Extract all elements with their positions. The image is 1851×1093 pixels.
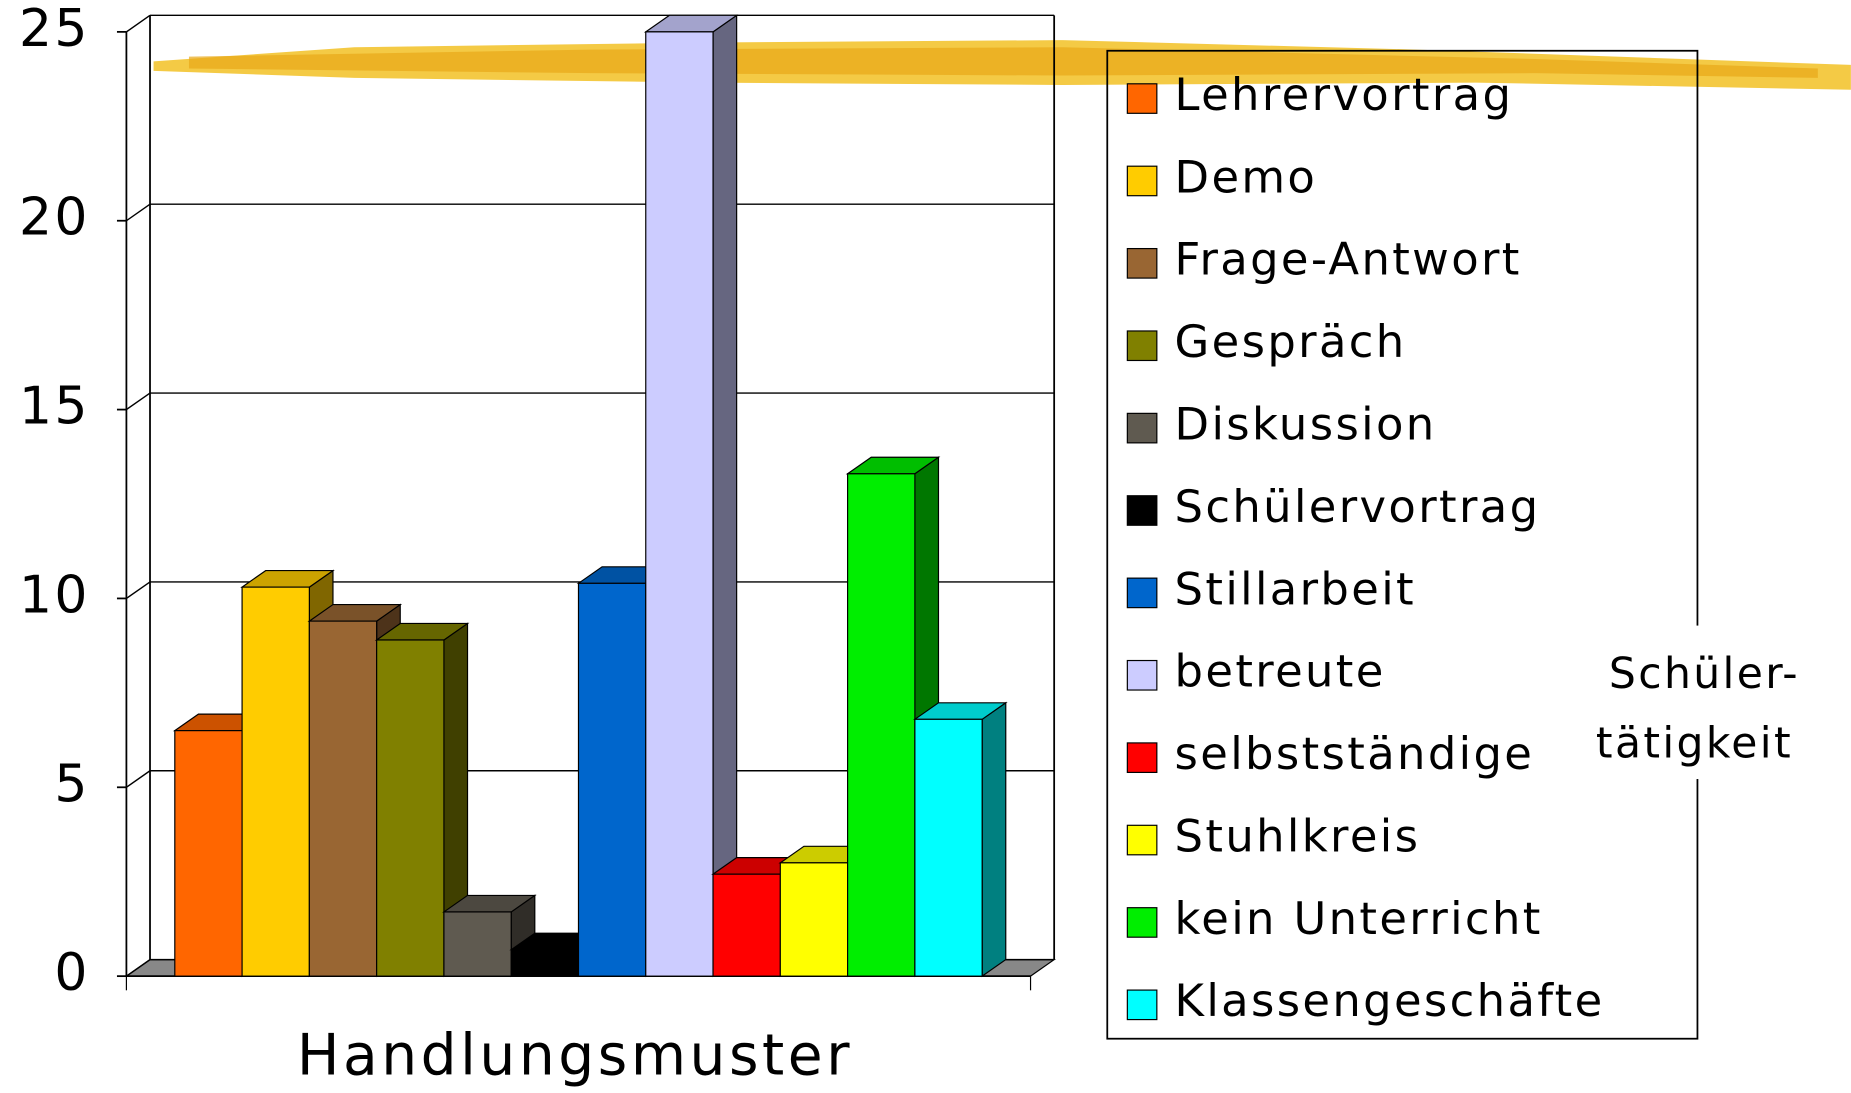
legend-swatch: [1127, 990, 1157, 1020]
legend-label: Diskussion: [1175, 398, 1437, 451]
bar: [444, 912, 511, 976]
legend-label: kein Unterricht: [1175, 892, 1543, 945]
legend-label: Demo: [1175, 150, 1318, 203]
bar: [780, 863, 847, 976]
bar: [848, 474, 915, 976]
bar: [377, 640, 444, 976]
legend-label: Stillarbeit: [1175, 562, 1416, 615]
legend-swatch: [1127, 578, 1157, 608]
chart: Schüler- tätigkeit 0 5 10 15 20 25 Handlungsmu…: [0, 0, 1851, 1093]
legend-swatch: [1127, 661, 1157, 691]
legend-swatch: [1127, 331, 1157, 361]
y-tick-label: 5: [54, 754, 89, 814]
legend-label: betreute: [1175, 645, 1386, 698]
legend-label: Klassengeschäfte: [1175, 974, 1605, 1027]
y-tick-label: 10: [19, 565, 90, 625]
legend-swatch: [1127, 908, 1157, 938]
bar: [915, 719, 982, 976]
page: {"chart_data": {"type": "bar3d", "catego…: [0, 0, 1851, 1093]
legend-swatch: [1127, 413, 1157, 443]
legend-swatch: [1127, 496, 1157, 526]
legend-swatch: [1127, 743, 1157, 773]
legend-label: Stuhlkreis: [1175, 809, 1421, 862]
bar-side: [713, 15, 737, 976]
y-tick-label: 15: [19, 377, 90, 437]
y-tick-label: 20: [19, 188, 90, 248]
bar: [242, 587, 309, 976]
legend-swatch: [1127, 249, 1157, 279]
brush-stroke: [154, 40, 1851, 90]
y-tick-label: 0: [54, 943, 89, 1003]
bar: [175, 731, 242, 977]
legend-swatch: [1127, 825, 1157, 855]
bar: [511, 950, 578, 976]
bar: [578, 583, 645, 976]
x-tick-label: Handlungsmuster: [297, 1022, 853, 1088]
bar-side: [982, 703, 1006, 976]
legend-label: selbstständige: [1175, 727, 1535, 780]
legend-label: Gespräch: [1175, 315, 1407, 368]
bar: [646, 32, 713, 976]
legend-swatch: [1127, 166, 1157, 196]
grid-diag: [126, 15, 150, 32]
annotation: Schüler-: [1609, 650, 1800, 699]
plot: 0 5 10 15 20 25: [19, 0, 1054, 1003]
y-tick-label: 25: [19, 0, 90, 59]
grid-diag: [126, 771, 150, 788]
bar: [713, 874, 780, 976]
grid-diag: [126, 204, 150, 221]
grid-diag: [126, 582, 150, 599]
annotation: tätigkeit: [1596, 719, 1793, 768]
legend-label: Frage-Antwort: [1175, 233, 1522, 286]
legend-label: Schülervortrag: [1175, 480, 1541, 533]
legend-label: Lehrervortrag: [1175, 68, 1514, 121]
bar: [309, 621, 376, 976]
grid-diag: [126, 393, 150, 410]
legend-swatch: [1127, 84, 1157, 114]
